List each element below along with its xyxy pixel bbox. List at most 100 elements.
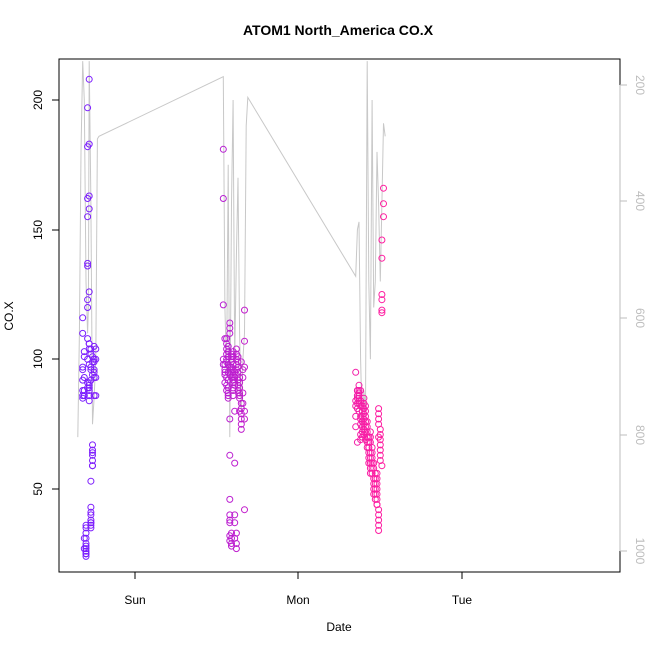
data-point — [89, 446, 96, 454]
data-point — [368, 444, 376, 451]
data-point — [87, 477, 95, 485]
data-point — [226, 451, 234, 459]
x-axis-label: Date — [326, 620, 352, 634]
data-point — [357, 387, 365, 394]
y2-tick-label: 800 — [633, 425, 647, 445]
data-point — [232, 345, 240, 353]
data-point — [84, 259, 92, 267]
data-point — [378, 306, 386, 314]
data-point — [85, 392, 93, 400]
data-point — [87, 503, 95, 511]
data-point — [380, 213, 387, 221]
data-point — [84, 104, 92, 112]
data-point — [92, 345, 100, 353]
data-point — [376, 441, 384, 449]
data-point — [241, 363, 248, 371]
y-axis-label: CO.X — [2, 301, 16, 330]
data-point — [231, 459, 239, 467]
data-point — [232, 540, 240, 547]
data-point — [373, 485, 381, 493]
data-point — [236, 379, 244, 387]
data-line-layer — [77, 61, 386, 438]
data-point — [236, 389, 244, 397]
data-point — [82, 534, 90, 542]
data-point — [89, 449, 96, 457]
data-point — [92, 392, 100, 400]
data-point — [226, 329, 234, 337]
data-point — [92, 374, 100, 381]
y-tick-label: 100 — [31, 349, 45, 369]
data-point — [375, 521, 383, 529]
data-point — [378, 254, 386, 262]
data-point — [90, 366, 98, 374]
data-point — [89, 457, 96, 464]
data-point — [360, 394, 368, 402]
data-point — [378, 291, 386, 298]
data-point — [375, 506, 383, 514]
data-point — [378, 309, 386, 317]
data-point — [226, 519, 234, 527]
y-tick-label: 150 — [31, 220, 45, 240]
data-point — [362, 407, 369, 415]
data-point — [87, 508, 95, 516]
data-point — [376, 451, 384, 459]
data-point — [219, 301, 227, 309]
data-point — [84, 296, 92, 304]
data-point — [373, 469, 381, 477]
data-point — [241, 407, 248, 415]
data-point — [87, 519, 95, 527]
data-point — [226, 511, 234, 519]
data-point — [241, 506, 248, 514]
data-point — [84, 262, 92, 270]
data-point — [373, 495, 381, 503]
data-point — [226, 415, 234, 423]
data-point — [85, 397, 93, 405]
data-point — [89, 451, 96, 459]
data-point — [80, 374, 88, 381]
data-point — [234, 353, 242, 361]
data-point — [226, 319, 234, 327]
data-point — [85, 288, 93, 296]
data-point — [82, 542, 90, 550]
data-point — [231, 519, 239, 527]
data-point — [89, 441, 96, 449]
data-point — [85, 384, 93, 392]
data-point — [79, 366, 87, 374]
series-line — [77, 61, 386, 438]
x-tick-label: Tue — [452, 593, 473, 607]
data-point — [228, 534, 235, 542]
y2-tick-label: 400 — [633, 191, 647, 211]
data-point — [236, 374, 244, 381]
y2-tick-label: 1000 — [633, 538, 647, 565]
data-point — [237, 358, 245, 366]
data-point — [85, 387, 93, 394]
data-point — [380, 184, 387, 192]
data-point — [376, 431, 384, 438]
data-point — [224, 342, 232, 350]
data-point — [85, 75, 93, 83]
data-point — [82, 540, 90, 547]
data-point — [80, 392, 88, 400]
x-axis: Sun Mon Tue — [124, 571, 473, 607]
data-point — [241, 306, 248, 314]
data-point — [226, 495, 234, 503]
data-point-layer — [79, 75, 387, 560]
x-tick-label: Mon — [286, 593, 309, 607]
y-tick-label: 50 — [31, 482, 45, 496]
data-point — [380, 200, 387, 208]
y-axis-left: 50 100 150 200 — [31, 90, 60, 496]
data-point — [234, 358, 242, 366]
data-point — [352, 368, 360, 376]
y-tick-label: 200 — [31, 90, 45, 110]
data-point — [84, 213, 92, 221]
data-point — [376, 425, 384, 433]
data-point — [85, 192, 93, 200]
data-point — [82, 550, 90, 558]
plot-box — [58, 58, 621, 573]
data-point — [87, 516, 95, 524]
data-point — [375, 415, 383, 423]
data-point — [236, 384, 244, 392]
data-point — [79, 314, 87, 322]
data-point — [239, 389, 247, 397]
data-point — [239, 399, 247, 407]
